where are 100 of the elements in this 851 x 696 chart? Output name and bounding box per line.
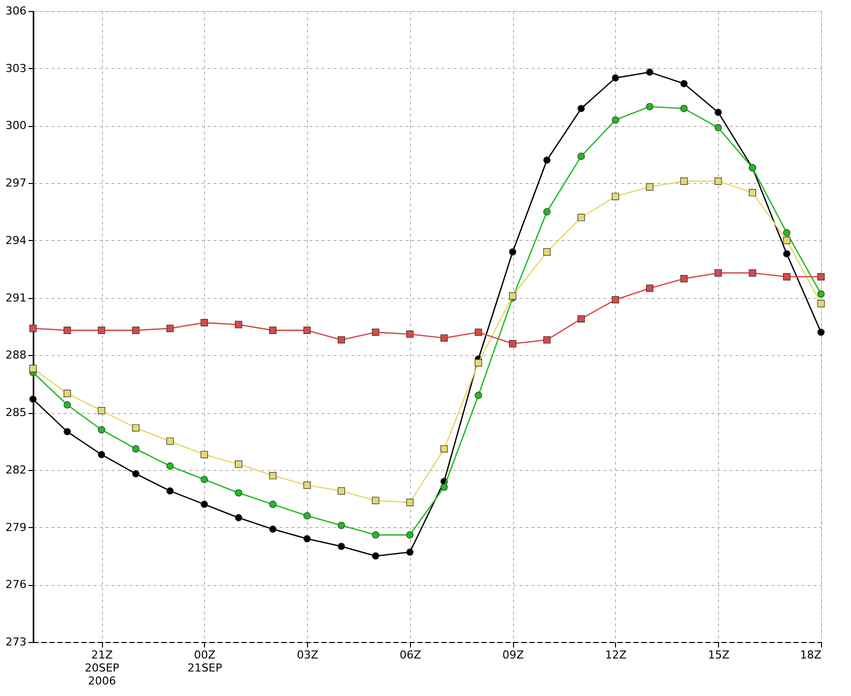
point xyxy=(406,330,414,338)
point xyxy=(543,336,551,344)
point xyxy=(612,74,620,82)
point xyxy=(166,438,174,445)
point xyxy=(612,192,620,200)
point xyxy=(269,472,276,480)
point xyxy=(440,483,448,491)
point xyxy=(200,476,208,484)
point xyxy=(166,324,174,332)
point xyxy=(234,460,242,468)
point xyxy=(817,273,825,280)
point xyxy=(543,156,551,164)
point xyxy=(269,326,276,334)
point xyxy=(474,392,482,399)
point xyxy=(98,326,106,334)
point xyxy=(64,326,71,334)
point xyxy=(440,334,448,342)
y-tick-label: 294 xyxy=(6,234,26,247)
point xyxy=(303,326,311,334)
x-tick-label: 21Z 20SEP 2006 xyxy=(84,648,120,688)
point xyxy=(269,526,276,533)
point xyxy=(29,324,37,332)
point xyxy=(680,178,688,185)
point xyxy=(132,424,140,432)
point xyxy=(132,445,140,453)
point xyxy=(578,104,585,112)
point xyxy=(406,531,414,539)
point xyxy=(578,214,585,222)
point xyxy=(783,229,790,236)
point xyxy=(474,359,482,366)
point xyxy=(372,496,380,504)
x-tick-label: 09Z xyxy=(502,648,524,662)
point xyxy=(303,535,311,542)
x-tick-label: 12Z xyxy=(605,648,628,662)
point xyxy=(646,102,654,110)
point xyxy=(817,290,825,298)
point xyxy=(680,104,688,112)
point xyxy=(29,364,37,372)
point xyxy=(783,250,790,258)
point xyxy=(234,320,242,328)
point xyxy=(543,248,551,256)
point xyxy=(200,500,208,508)
point xyxy=(474,328,482,336)
point xyxy=(646,284,654,292)
point xyxy=(578,315,585,323)
point xyxy=(338,487,345,495)
point xyxy=(234,514,242,522)
point xyxy=(200,450,208,458)
point xyxy=(166,487,174,495)
y-tick-label: 291 xyxy=(6,291,26,304)
point xyxy=(748,189,756,196)
x-tick-label: 00Z 21SEP xyxy=(188,648,222,674)
point xyxy=(509,248,516,256)
point xyxy=(64,401,71,409)
point xyxy=(509,340,516,348)
x-tick-label: 18Z xyxy=(800,648,822,662)
x-tick-label: 06Z xyxy=(400,648,422,662)
x-tick-label: 03Z xyxy=(296,648,319,662)
y-tick-label: 297 xyxy=(6,176,26,190)
point xyxy=(543,208,551,216)
point xyxy=(372,552,380,560)
y-tick-label: 288 xyxy=(6,348,26,362)
point xyxy=(714,108,722,116)
y-tick-label: 276 xyxy=(6,578,26,592)
point xyxy=(578,152,585,160)
point xyxy=(372,531,380,539)
point xyxy=(440,445,448,453)
point xyxy=(269,500,276,508)
point xyxy=(612,296,620,304)
y-tick-label: 300 xyxy=(6,119,26,132)
point xyxy=(98,406,106,414)
point xyxy=(200,319,208,326)
point xyxy=(372,328,380,336)
y-tick-label: 306 xyxy=(6,4,26,18)
point xyxy=(338,336,345,344)
point xyxy=(338,522,345,530)
point xyxy=(714,124,722,132)
point xyxy=(132,326,140,334)
x-tick-label: 15Z xyxy=(708,648,730,662)
point xyxy=(680,80,688,88)
point xyxy=(98,450,106,458)
y-tick-label: 273 xyxy=(6,636,26,648)
point xyxy=(29,396,37,403)
point xyxy=(406,548,414,556)
point xyxy=(714,178,722,185)
y-tick-label: 303 xyxy=(6,62,26,75)
point xyxy=(406,498,414,506)
point xyxy=(646,183,654,191)
point xyxy=(646,68,654,76)
y-tick-label: 279 xyxy=(6,520,26,534)
point xyxy=(714,269,722,277)
point xyxy=(783,236,790,244)
point xyxy=(612,116,620,124)
point xyxy=(680,275,688,282)
point xyxy=(748,269,756,277)
point xyxy=(303,482,311,489)
y-tick-label: 285 xyxy=(6,406,26,420)
point xyxy=(234,489,242,496)
point xyxy=(64,390,71,398)
point xyxy=(817,328,825,336)
